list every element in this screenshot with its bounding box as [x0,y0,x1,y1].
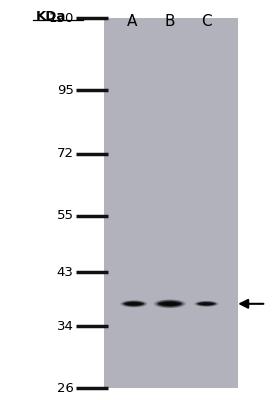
Text: KDa: KDa [35,10,66,23]
Ellipse shape [163,302,176,306]
Text: 72: 72 [57,147,74,160]
Text: 130: 130 [48,12,74,24]
Text: 43: 43 [57,266,74,279]
Ellipse shape [126,302,142,306]
Ellipse shape [203,303,210,305]
Bar [104,18,238,388]
Ellipse shape [197,302,216,306]
Ellipse shape [194,301,219,307]
Ellipse shape [154,300,186,308]
Ellipse shape [127,302,141,306]
Text: 34: 34 [57,320,74,333]
Text: 26: 26 [57,382,74,394]
Ellipse shape [157,300,183,307]
Ellipse shape [155,300,184,308]
Ellipse shape [158,302,182,306]
Ellipse shape [199,302,214,306]
Ellipse shape [121,300,146,307]
Ellipse shape [124,302,144,306]
Ellipse shape [159,301,181,307]
Ellipse shape [165,302,175,305]
Text: C: C [201,14,211,29]
Text: 55: 55 [57,209,74,222]
Ellipse shape [195,301,218,306]
Ellipse shape [201,303,211,305]
Ellipse shape [162,302,178,306]
Ellipse shape [123,301,145,307]
Text: A: A [127,14,138,29]
Ellipse shape [160,301,179,306]
Ellipse shape [124,301,143,306]
Text: 95: 95 [57,84,74,97]
Ellipse shape [130,303,138,305]
Text: B: B [164,14,174,29]
Ellipse shape [120,300,147,308]
Ellipse shape [200,302,213,305]
Ellipse shape [198,302,215,306]
Ellipse shape [197,302,216,305]
Ellipse shape [128,302,139,305]
